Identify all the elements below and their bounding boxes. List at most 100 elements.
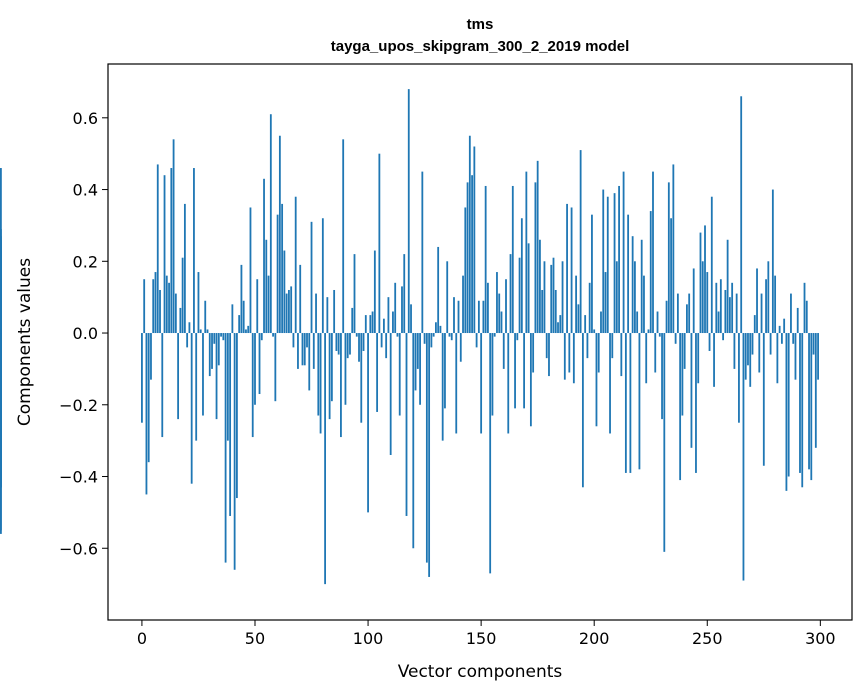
bar-269 [749,333,752,387]
bar-60 [276,214,279,334]
bar-288 [792,333,795,344]
bar-202 [597,333,600,373]
bar-19 [183,203,186,334]
bar-38 [226,333,229,441]
bar-158 [498,293,501,334]
bar-90 [344,333,347,405]
bar-148 [475,333,478,348]
bar-171 [527,243,530,334]
bar-279 [771,189,774,334]
bar-220 [638,333,641,470]
bar-109 [387,297,390,334]
bar-216 [629,333,632,473]
bar-130 [435,322,437,334]
bar-217 [631,236,634,334]
bar-101 [369,315,372,334]
bar-85 [333,289,336,334]
bar-93 [351,307,354,334]
bar-175 [536,160,539,334]
bar-83 [328,333,331,420]
bar-293 [803,282,806,334]
bar-151 [482,300,485,334]
bar-228 [656,311,659,334]
x-tick-label: 50 [245,629,265,648]
bar-66 [290,286,293,334]
bar-22 [190,333,193,484]
bar-215 [627,214,630,334]
bar-289 [794,333,797,380]
bar-112 [394,282,397,334]
bar-98 [362,333,365,351]
bar-71 [301,333,304,366]
bar-285 [785,333,788,491]
bar-4 [150,333,152,380]
bar-3 [147,333,150,463]
bar-193 [577,304,580,334]
x-tick-label: 200 [579,629,610,648]
bar-97 [360,333,363,423]
bar-63 [283,250,286,334]
bar-231 [663,333,666,552]
bar-239 [681,333,684,416]
bar-258 [724,289,727,334]
bar-99 [364,315,367,334]
bar-230 [661,333,663,420]
bar-267 [744,333,747,380]
bar-147 [473,146,476,334]
bar-89 [342,139,345,334]
bar-39 [229,333,232,516]
bar-119 [410,304,412,334]
bar-141 [459,333,462,362]
bar-271 [753,315,756,334]
bar-264 [738,333,740,423]
bar-291 [799,333,801,473]
bar-284 [783,318,786,334]
bar-199 [591,214,593,334]
bar-132 [439,325,442,334]
bar-162 [507,333,510,434]
bar-163 [509,254,512,334]
bar-113 [396,333,399,337]
bar-32 [213,333,216,344]
bar-201 [595,333,598,427]
bar-263 [735,293,738,334]
bar-236 [674,333,677,344]
bar-12 [168,282,170,334]
bar-94 [353,254,356,334]
bar-256 [719,279,722,334]
x-tick-label: 250 [692,629,723,648]
bar-35 [220,333,222,337]
bar-122 [416,333,419,369]
bar-280 [774,275,777,334]
y-axis-label: Components values [15,258,35,426]
bar-205 [604,272,607,334]
bar-8 [159,289,161,334]
bar-20 [186,333,189,348]
bar-234 [670,218,672,334]
bar-224 [647,329,650,334]
bar-265 [740,96,743,334]
bar-212 [620,333,623,377]
bar-167 [518,257,521,334]
bar-58 [272,333,274,337]
chart-subtitle: tayga_upos_skipgram_300_2_2019 model [331,38,630,55]
bar-129 [432,333,435,337]
bar-145 [468,135,471,334]
bar-165 [514,333,516,409]
bar-227 [654,333,657,373]
bar-36 [222,333,225,341]
bar-153 [487,282,489,334]
bar-9 [161,333,164,438]
y-tick-label: −0.2 [59,396,98,415]
bar-81 [324,333,326,585]
bar-142 [462,275,464,334]
bar-114 [398,333,401,416]
bar-45 [242,300,245,334]
bar-62 [281,203,284,334]
x-tick-label: 100 [353,629,384,648]
bar-1 [143,279,146,334]
bar-72 [303,333,306,366]
bar-229 [658,333,661,337]
bar-292 [801,333,804,488]
bar-186 [561,261,564,334]
